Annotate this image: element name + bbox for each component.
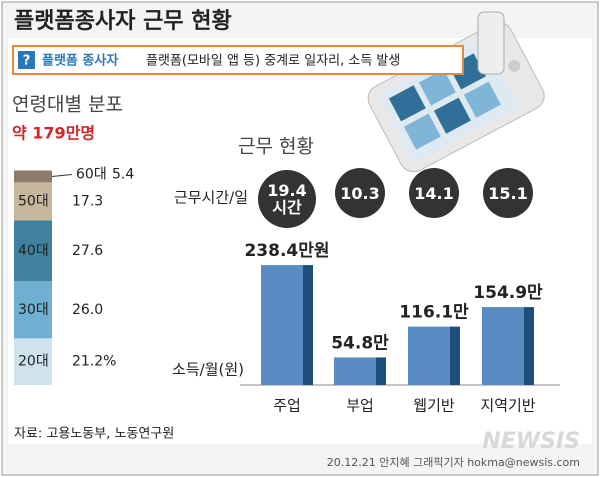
phone-popup <box>477 11 505 75</box>
value-label: 54.8만 <box>331 333 389 353</box>
hours-label: 14.1 <box>414 183 454 203</box>
hours-label: 10.3 <box>340 183 380 203</box>
age-value: 26.0 <box>72 302 103 318</box>
age-segment <box>14 170 52 183</box>
bar-side <box>524 307 534 385</box>
title: 플랫폼종사자 근무 현황 <box>14 9 232 34</box>
row-label: 근무시간/일 <box>174 189 248 207</box>
bar <box>261 265 303 385</box>
age-value: 27.6 <box>72 243 103 259</box>
subtitle-term: 플랫폼 종사자 <box>42 53 118 69</box>
bar-side <box>376 357 386 385</box>
x-tick-label: 지역기반 <box>480 397 535 415</box>
x-tick-label: 부업 <box>346 397 374 415</box>
value-label: 154.9만 <box>473 283 543 303</box>
hours-label: 19.4 시간 <box>267 181 307 217</box>
hours-circle: 14.1 <box>409 168 459 218</box>
x-tick-label: 웹기반 <box>413 397 455 415</box>
age-segment <box>14 220 52 282</box>
age-total: 약 179만명 <box>12 124 95 143</box>
hours-circle: 19.4 시간 <box>258 170 316 228</box>
value-label: 238.4만원 <box>244 241 329 261</box>
age-segment <box>14 338 52 385</box>
hours-circle: 10.3 <box>335 168 385 218</box>
age-label: 60대 <box>76 166 107 182</box>
logo: NEWSIS <box>482 429 580 454</box>
hours-label: 15.1 <box>488 183 528 203</box>
leader-line <box>51 173 73 177</box>
age-title: 연령대별 분포 <box>12 94 123 116</box>
row-label: 소득/월(원) <box>172 361 244 379</box>
subtitle-definition: 플랫폼(모바일 앱 등) 중계로 일자리, 소득 발생 <box>146 54 400 69</box>
subtitle-icon: ? <box>23 54 31 69</box>
hours-circle: 15.1 <box>483 168 533 218</box>
age-label: 50대 <box>18 193 49 209</box>
bar-side <box>450 326 460 385</box>
source: 자료: 고용노동부, 노동연구원 <box>14 427 174 442</box>
x-tick-label: 주업 <box>273 397 301 415</box>
age-value: 21.2% <box>72 354 116 370</box>
subtitle-badge <box>18 51 35 69</box>
age-value: 5.4 <box>112 166 134 182</box>
bar <box>334 357 376 385</box>
age-label: 30대 <box>18 302 49 318</box>
subtitle-box <box>12 45 464 75</box>
value-label: 116.1만 <box>399 303 469 323</box>
bar <box>482 307 524 385</box>
credit: 20.12.21 안지혜 그래픽기자 hokma@newsis.com <box>327 456 580 469</box>
age-segment <box>14 281 52 339</box>
age-label: 20대 <box>18 354 49 370</box>
work-title: 근무 현황 <box>238 136 314 158</box>
age-value: 17.3 <box>72 193 103 209</box>
age-segment <box>14 182 52 221</box>
bar <box>408 326 450 385</box>
bar-side <box>303 265 313 385</box>
age-label: 40대 <box>18 243 49 259</box>
